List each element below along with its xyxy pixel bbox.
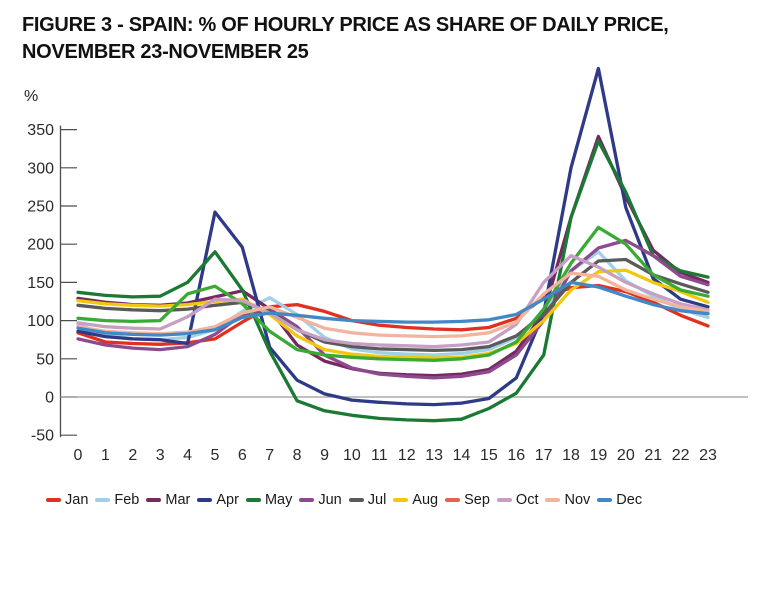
x-tick-label: 23 bbox=[699, 447, 717, 464]
series-line-jun bbox=[76, 238, 710, 380]
y-tick-label: 350 bbox=[27, 122, 54, 139]
legend-swatch-mar bbox=[146, 498, 162, 502]
legend-item-mar: Mar bbox=[146, 492, 190, 508]
legend-item-nov: Nov bbox=[545, 492, 590, 508]
x-tick-label: 14 bbox=[453, 447, 471, 464]
legend-label-jun: Jun bbox=[318, 492, 342, 508]
y-tick-label: 0 bbox=[45, 390, 54, 407]
y-tick-label: 50 bbox=[36, 351, 54, 368]
series-line-feb bbox=[76, 250, 710, 357]
legend-label-sep: Sep bbox=[464, 492, 490, 508]
x-tick-label: 3 bbox=[156, 447, 165, 464]
x-tick-label: 9 bbox=[320, 447, 329, 464]
legend-swatch-may bbox=[245, 498, 261, 502]
y-tick-label: 300 bbox=[27, 160, 54, 177]
x-tick-label: 16 bbox=[507, 447, 525, 464]
x-tick-label: 12 bbox=[398, 447, 416, 464]
legend-swatch-jan bbox=[46, 498, 61, 502]
legend-item-oct: Oct bbox=[496, 492, 539, 508]
legend-swatch-jul bbox=[348, 498, 364, 502]
series-line-oct bbox=[76, 254, 710, 349]
series-line-may bbox=[76, 139, 710, 423]
legend-label-apr: Apr bbox=[216, 492, 239, 508]
legend-swatch-nov bbox=[545, 498, 561, 502]
legend-swatch-jun bbox=[299, 498, 315, 502]
x-tick-label: 15 bbox=[480, 447, 498, 464]
x-tick-label: 10 bbox=[343, 447, 361, 464]
x-tick-label: 13 bbox=[425, 447, 443, 464]
y-tick-label: 100 bbox=[27, 313, 54, 330]
chart-title: FIGURE 3 - SPAIN: % OF HOURLY PRICE AS S… bbox=[22, 12, 752, 66]
legend-item-aug: Aug bbox=[393, 492, 438, 508]
chart-title-line2: NOVEMBER 23-NOVEMBER 25 bbox=[22, 41, 309, 63]
legend-label-oct: Oct bbox=[515, 492, 539, 508]
legend-swatch-apr bbox=[197, 498, 213, 502]
y-tick-label: 200 bbox=[27, 237, 54, 254]
x-tick-label: 4 bbox=[183, 447, 192, 464]
legend-item-sep: Sep bbox=[445, 492, 490, 508]
y-tick-label: 250 bbox=[27, 199, 54, 216]
x-tick-label: 22 bbox=[672, 447, 690, 464]
legend-item-jul: Jul bbox=[348, 492, 387, 508]
x-tick-label: 6 bbox=[238, 447, 247, 464]
legend-item-may: May bbox=[245, 492, 293, 508]
x-tick-label: 8 bbox=[293, 447, 302, 464]
legend-item-jun: Jun bbox=[299, 492, 342, 508]
x-tick-label: 1 bbox=[101, 447, 110, 464]
x-tick-label: 20 bbox=[617, 447, 635, 464]
legend-label-dec: Dec bbox=[616, 492, 643, 508]
legend-item-apr: Apr bbox=[197, 492, 239, 508]
x-tick-label: 21 bbox=[644, 447, 662, 464]
x-tick-label: 18 bbox=[562, 447, 580, 464]
series-line-apr bbox=[76, 66, 710, 407]
legend-label-nov: Nov bbox=[564, 492, 591, 508]
y-axis-unit-label: % bbox=[24, 88, 39, 105]
legend-label-jul: Jul bbox=[367, 492, 387, 508]
x-tick-label: 0 bbox=[74, 447, 83, 464]
legend-item-dec: Dec bbox=[597, 492, 642, 508]
x-tick-label: 5 bbox=[211, 447, 220, 464]
legend-label-mar: Mar bbox=[165, 492, 191, 508]
legend-label-may: May bbox=[264, 492, 293, 508]
y-tick-label: 150 bbox=[27, 275, 54, 292]
legend-label-jan: Jan bbox=[65, 492, 89, 508]
legend-swatch-dec bbox=[597, 498, 613, 502]
x-tick-label: 2 bbox=[128, 447, 137, 464]
legend-item-jan: Jan bbox=[46, 492, 88, 508]
x-tick-label: 19 bbox=[590, 447, 608, 464]
legend-label-feb: Feb bbox=[114, 492, 140, 508]
chart-title-line1: FIGURE 3 - SPAIN: % OF HOURLY PRICE AS S… bbox=[22, 14, 669, 36]
legend-label-aug: Aug bbox=[412, 492, 439, 508]
x-tick-label: 7 bbox=[265, 447, 274, 464]
series-line-jul bbox=[76, 257, 710, 353]
legend-swatch-sep bbox=[445, 498, 461, 502]
legend-swatch-aug bbox=[393, 498, 409, 502]
y-tick-label: -50 bbox=[31, 428, 54, 445]
legend-swatch-feb bbox=[95, 498, 111, 502]
chart-legend: Jan Feb Mar Apr May Jun Jul Aug Sep Oct Nov Dec bbox=[46, 489, 736, 511]
x-tick-label: 17 bbox=[535, 447, 553, 464]
legend-item-feb: Feb bbox=[95, 492, 139, 508]
series-line-sep bbox=[76, 225, 710, 362]
legend-swatch-oct bbox=[496, 498, 512, 502]
series-line-dec bbox=[76, 280, 710, 337]
x-tick-label: 11 bbox=[371, 447, 388, 464]
